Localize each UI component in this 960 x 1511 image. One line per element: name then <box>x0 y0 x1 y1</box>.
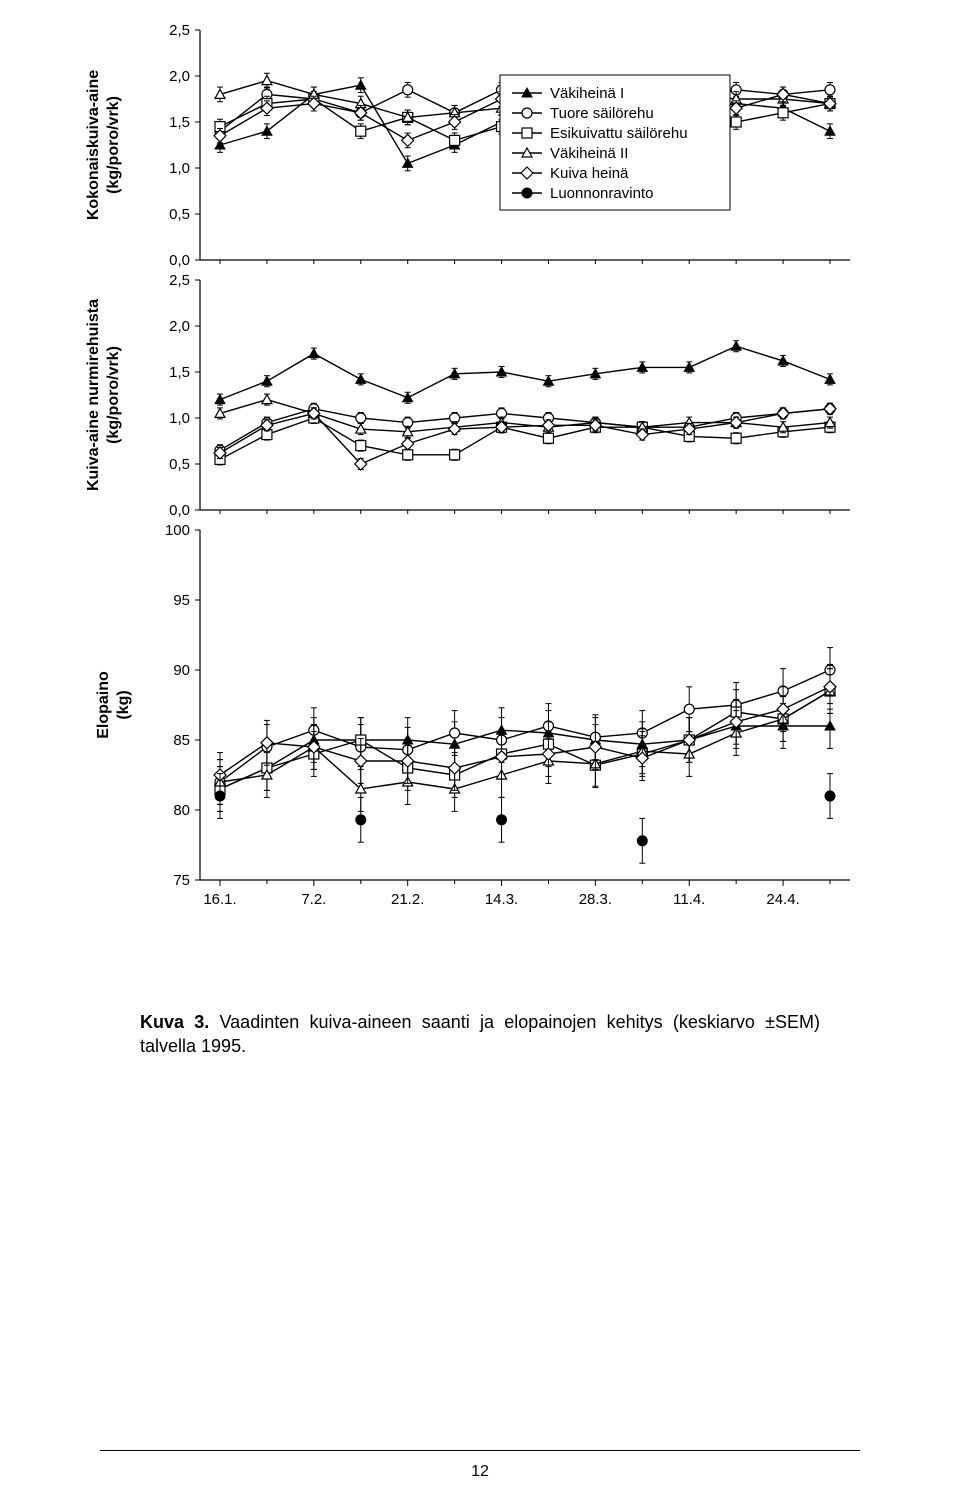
svg-text:(kg): (kg) <box>115 690 132 719</box>
svg-text:Väkiheinä I: Väkiheinä I <box>550 85 624 102</box>
svg-text:0,5: 0,5 <box>169 206 190 223</box>
chart-container: 0,00,51,01,52,02,5Kokonaiskuiva-aine(kg/… <box>70 20 870 940</box>
svg-text:Esikuivattu säilörehu: Esikuivattu säilörehu <box>550 125 688 142</box>
svg-text:90: 90 <box>173 662 190 679</box>
svg-text:28.3.: 28.3. <box>579 891 612 908</box>
page: 0,00,51,01,52,02,5Kokonaiskuiva-aine(kg/… <box>0 0 960 1511</box>
svg-text:2,0: 2,0 <box>169 68 190 85</box>
svg-text:80: 80 <box>173 802 190 819</box>
svg-text:11.4.: 11.4. <box>673 891 705 908</box>
svg-text:21.2.: 21.2. <box>391 891 424 908</box>
svg-text:0,5: 0,5 <box>169 456 190 473</box>
svg-text:7.2.: 7.2. <box>301 891 326 908</box>
svg-text:Väkiheinä II: Väkiheinä II <box>550 145 628 162</box>
chart-svg: 0,00,51,01,52,02,5Kokonaiskuiva-aine(kg/… <box>70 20 870 940</box>
svg-text:Kuiva-aine nurmirehuista: Kuiva-aine nurmirehuista <box>85 299 102 491</box>
figure-caption: Kuva 3. Vaadinten kuiva-aineen saanti ja… <box>140 1010 820 1059</box>
page-number: 12 <box>0 1463 960 1481</box>
svg-text:1,5: 1,5 <box>169 364 190 381</box>
svg-text:24.4.: 24.4. <box>766 891 799 908</box>
svg-text:(kg/poro/vrk): (kg/poro/vrk) <box>105 96 122 194</box>
svg-text:0,0: 0,0 <box>169 252 190 269</box>
svg-text:2,0: 2,0 <box>169 318 190 335</box>
svg-text:95: 95 <box>173 592 190 609</box>
footer-rule <box>100 1450 860 1451</box>
svg-text:Elopaino: Elopaino <box>95 671 112 739</box>
svg-text:75: 75 <box>173 872 190 889</box>
svg-text:100: 100 <box>165 522 190 539</box>
svg-text:16.1.: 16.1. <box>203 891 236 908</box>
svg-text:Tuore säilörehu: Tuore säilörehu <box>550 105 654 122</box>
caption-text: Vaadinten kuiva-aineen saanti ja elopain… <box>140 1012 820 1056</box>
svg-text:0,0: 0,0 <box>169 502 190 519</box>
svg-text:Kokonaiskuiva-aine: Kokonaiskuiva-aine <box>85 70 102 220</box>
svg-text:2,5: 2,5 <box>169 272 190 289</box>
svg-text:Luonnonravinto: Luonnonravinto <box>550 185 653 202</box>
svg-text:1,5: 1,5 <box>169 114 190 131</box>
svg-text:1,0: 1,0 <box>169 160 190 177</box>
svg-text:1,0: 1,0 <box>169 410 190 427</box>
svg-text:85: 85 <box>173 732 190 749</box>
svg-text:14.3.: 14.3. <box>485 891 518 908</box>
caption-prefix: Kuva 3. <box>140 1012 209 1032</box>
svg-text:(kg/poro/vrk): (kg/poro/vrk) <box>105 346 122 444</box>
svg-text:2,5: 2,5 <box>169 22 190 39</box>
svg-text:Kuiva heinä: Kuiva heinä <box>550 165 629 182</box>
